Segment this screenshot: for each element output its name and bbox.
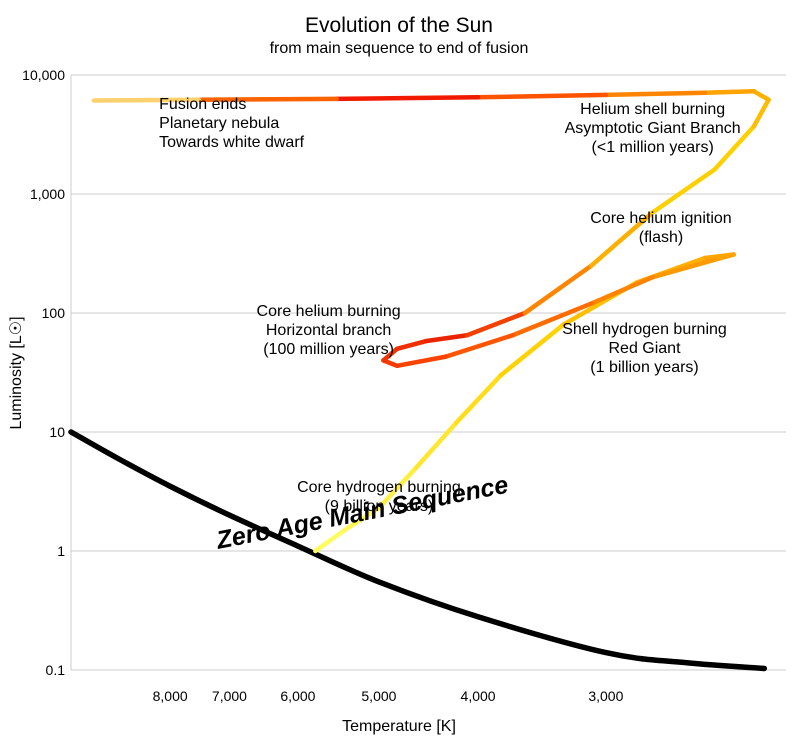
annotation-line: Helium shell burning bbox=[565, 101, 741, 120]
annotation-helium_flash: Core helium ignition(flash) bbox=[590, 210, 731, 248]
y-axis-label: Luminosity [L☉] bbox=[6, 316, 26, 429]
annotation-helium_shell: Helium shell burningAsymptotic Giant Bra… bbox=[565, 101, 741, 158]
annotation-line: (100 million years) bbox=[257, 341, 401, 360]
x-tick-label: 7,000 bbox=[212, 688, 247, 704]
y-tick-label: 1 bbox=[57, 543, 65, 559]
annotation-red_giant: Shell hydrogen burningRed Giant(1 billio… bbox=[562, 321, 727, 378]
annotation-line: Towards white dwarf bbox=[159, 134, 304, 153]
y-tick-label: 10 bbox=[49, 424, 65, 440]
annotation-line: Shell hydrogen burning bbox=[562, 321, 727, 340]
chart-title: Evolution of the Sun bbox=[305, 14, 493, 38]
annotation-horizontal_branch: Core helium burningHorizontal branch(100… bbox=[257, 303, 401, 360]
annotation-line: Planetary nebula bbox=[159, 115, 304, 134]
y-tick-label: 0.1 bbox=[46, 662, 65, 678]
x-tick-label: 8,000 bbox=[153, 688, 188, 704]
hr-diagram: Evolution of the Sun from main sequence … bbox=[0, 0, 798, 744]
x-axis-label: Temperature [K] bbox=[342, 718, 456, 736]
annotation-line: Red Giant bbox=[562, 340, 727, 359]
y-tick-label: 10,000 bbox=[22, 67, 65, 83]
annotation-line: Core helium burning bbox=[257, 303, 401, 322]
x-tick-label: 5,000 bbox=[361, 688, 396, 704]
x-tick-label: 6,000 bbox=[280, 688, 315, 704]
y-tick-label: 100 bbox=[42, 305, 65, 321]
annotation-line: Core helium ignition bbox=[590, 210, 731, 229]
annotation-line: Fusion ends bbox=[159, 96, 304, 115]
x-tick-label: 4,000 bbox=[461, 688, 496, 704]
chart-subtitle: from main sequence to end of fusion bbox=[270, 40, 529, 58]
annotation-fusion_ends: Fusion endsPlanetary nebulaTowards white… bbox=[159, 96, 304, 153]
x-tick-label: 3,000 bbox=[588, 688, 623, 704]
annotation-line: (1 billion years) bbox=[562, 359, 727, 378]
annotation-line: (flash) bbox=[590, 229, 731, 248]
annotation-line: Asymptotic Giant Branch bbox=[565, 120, 741, 139]
y-tick-label: 1,000 bbox=[30, 186, 65, 202]
annotation-line: (<1 million years) bbox=[565, 139, 741, 158]
annotation-line: Horizontal branch bbox=[257, 322, 401, 341]
